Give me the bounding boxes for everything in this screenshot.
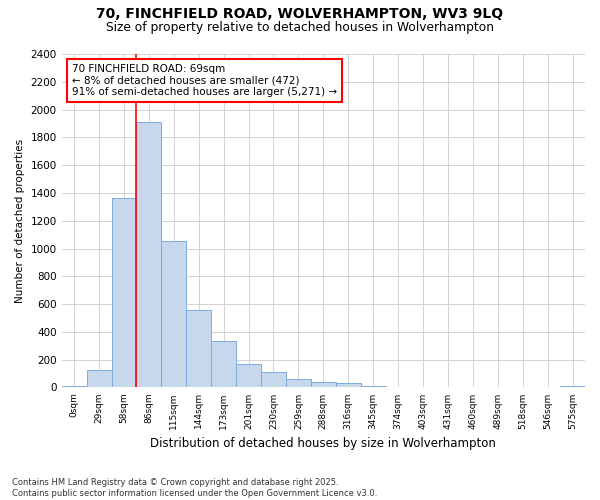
Bar [386, 386, 410, 388]
Bar [560, 386, 585, 388]
Bar [186, 310, 211, 388]
X-axis label: Distribution of detached houses by size in Wolverhampton: Distribution of detached houses by size … [151, 437, 496, 450]
Text: 70 FINCHFIELD ROAD: 69sqm
← 8% of detached houses are smaller (472)
91% of semi-: 70 FINCHFIELD ROAD: 69sqm ← 8% of detach… [72, 64, 337, 97]
Bar [136, 122, 161, 388]
Text: 70, FINCHFIELD ROAD, WOLVERHAMPTON, WV3 9LQ: 70, FINCHFIELD ROAD, WOLVERHAMPTON, WV3 … [97, 8, 503, 22]
Bar [86, 370, 112, 388]
Text: Contains HM Land Registry data © Crown copyright and database right 2025.
Contai: Contains HM Land Registry data © Crown c… [12, 478, 377, 498]
Bar [112, 198, 136, 388]
Bar [361, 386, 386, 388]
Text: Size of property relative to detached houses in Wolverhampton: Size of property relative to detached ho… [106, 21, 494, 34]
Bar [211, 341, 236, 388]
Y-axis label: Number of detached properties: Number of detached properties [15, 138, 25, 303]
Bar [161, 241, 186, 388]
Bar [261, 372, 286, 388]
Bar [311, 382, 336, 388]
Bar [62, 386, 86, 388]
Bar [286, 379, 311, 388]
Bar [336, 384, 361, 388]
Bar [236, 364, 261, 388]
